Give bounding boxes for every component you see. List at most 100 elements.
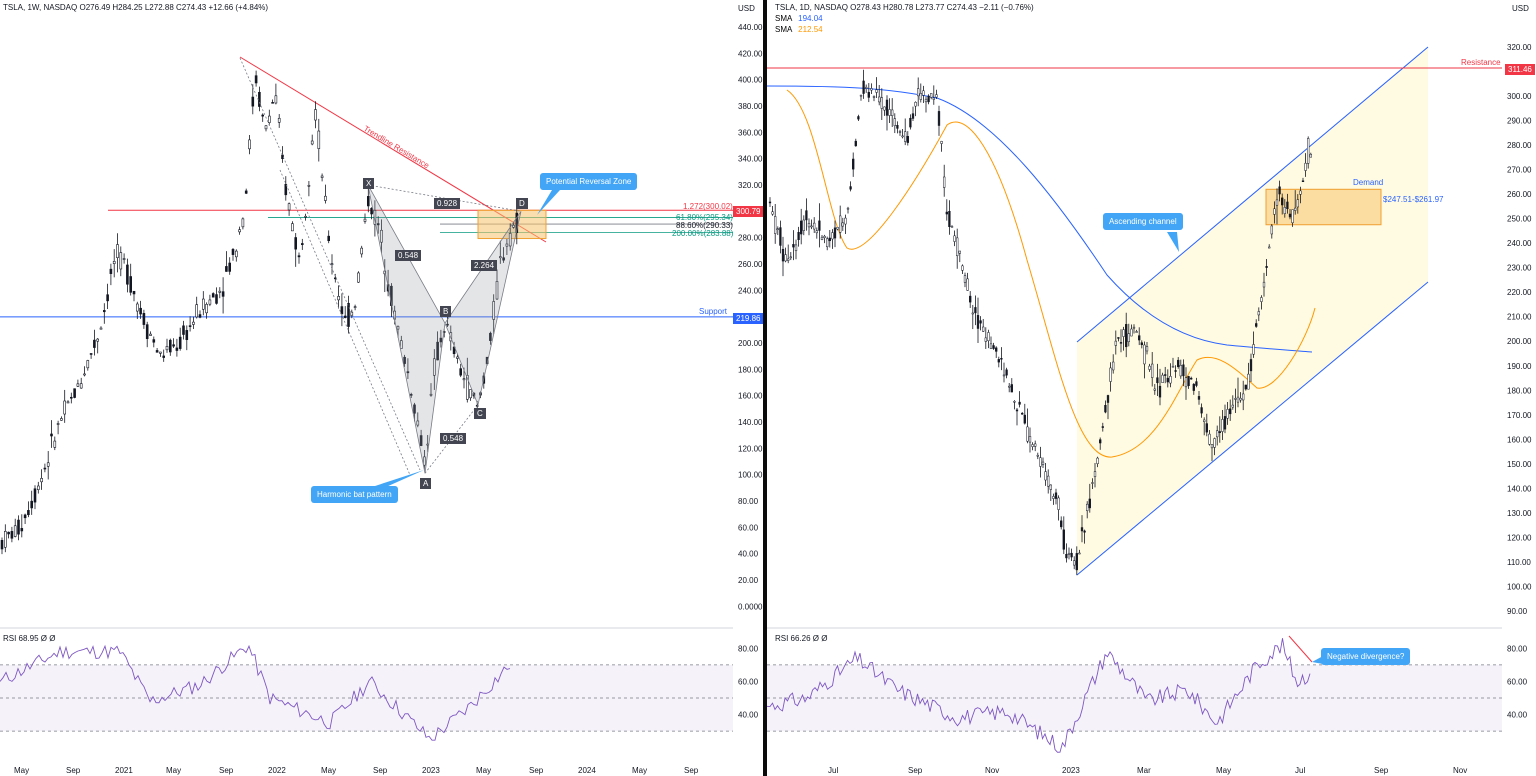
daily-candle-body bbox=[1062, 529, 1065, 550]
daily-candle-body bbox=[997, 359, 1000, 363]
daily-candle-body bbox=[1257, 311, 1260, 316]
daily-candle-body bbox=[901, 135, 904, 138]
daily-candle-body bbox=[1184, 377, 1188, 388]
weekly-x-tick: 2022 bbox=[268, 766, 286, 775]
daily-candle-body bbox=[1140, 342, 1143, 345]
weekly-y-tick: 180.00 bbox=[738, 365, 763, 374]
weekly-candle-body bbox=[277, 117, 281, 123]
weekly-candle-body bbox=[327, 235, 331, 242]
weekly-candle-body bbox=[175, 347, 179, 351]
daily-candle-body bbox=[1226, 409, 1229, 419]
weekly-candle-body bbox=[165, 346, 169, 351]
harmonic-prior-leg-dotted bbox=[239, 57, 421, 471]
daily-candle-body bbox=[880, 97, 883, 109]
daily-candle-body bbox=[940, 141, 943, 144]
daily-x-tick: Jul bbox=[828, 766, 838, 775]
weekly-candle-body bbox=[211, 293, 215, 298]
daily-candle-body bbox=[1158, 385, 1162, 398]
channel-lower-line bbox=[1076, 281, 1429, 576]
weekly-x-tick: Sep bbox=[66, 766, 81, 775]
daily-candle-body bbox=[904, 131, 907, 142]
weekly-y-tick: 360.00 bbox=[738, 128, 763, 137]
daily-candle-body bbox=[794, 244, 798, 252]
daily-candle-body bbox=[1247, 373, 1250, 390]
daily-candle-body bbox=[1010, 384, 1013, 393]
daily-candle-body bbox=[1013, 401, 1016, 403]
daily-candle-body bbox=[1028, 436, 1032, 443]
panel-divider[interactable] bbox=[763, 0, 767, 776]
weekly-x-tick: 2024 bbox=[578, 766, 596, 775]
pattern-point-b: B bbox=[440, 306, 452, 317]
daily-chart-panel[interactable]: 320.00310.00300.00290.00280.00270.00260.… bbox=[767, 0, 1536, 776]
daily-candle-body bbox=[906, 136, 909, 143]
weekly-candle-body bbox=[271, 102, 274, 104]
daily-y-tick: 250.00 bbox=[1507, 215, 1532, 224]
weekly-candle-body bbox=[136, 303, 139, 312]
daily-currency-label: USD bbox=[1512, 4, 1529, 13]
daily-candle-body bbox=[896, 125, 899, 129]
weekly-chart-canvas[interactable]: 440.00 420.00 400.00 380.00 360.00 340.00 320.… bbox=[0, 0, 763, 776]
weekly-y-tick: 80.00 bbox=[738, 497, 759, 506]
daily-candle-body bbox=[1208, 433, 1211, 445]
weekly-candle-body bbox=[456, 356, 459, 359]
daily-candle-body bbox=[1127, 333, 1130, 343]
daily-candle-body bbox=[971, 312, 974, 315]
daily-y-tick: 120.00 bbox=[1507, 533, 1532, 542]
daily-candle-body bbox=[870, 88, 873, 91]
weekly-candle-body bbox=[142, 313, 146, 325]
daily-chart-canvas[interactable]: 320.00310.00300.00290.00280.00270.00260.… bbox=[767, 0, 1536, 776]
weekly-candle-body bbox=[406, 371, 410, 374]
daily-candle-body bbox=[1036, 454, 1039, 457]
daily-x-tick: Sep bbox=[908, 766, 923, 775]
weekly-candle-body bbox=[294, 237, 298, 250]
daily-candle-body bbox=[1132, 326, 1136, 329]
daily-candle-body bbox=[1075, 553, 1078, 571]
daily-rsi-tick: 60.00 bbox=[1507, 677, 1528, 686]
weekly-candle-body bbox=[182, 325, 185, 335]
weekly-candle-body bbox=[399, 340, 403, 349]
weekly-candle-body bbox=[13, 525, 17, 537]
daily-candle-body bbox=[995, 347, 998, 352]
daily-candle-body bbox=[878, 96, 881, 103]
weekly-candle-body bbox=[264, 125, 268, 130]
pattern-point-d: D bbox=[516, 198, 528, 209]
weekly-candle-body bbox=[152, 339, 156, 343]
weekly-rsi-tick: 60.00 bbox=[738, 677, 759, 686]
weekly-y-tick: 140.00 bbox=[738, 418, 763, 427]
daily-y-tick: 300.00 bbox=[1507, 92, 1532, 101]
daily-candle-body bbox=[1190, 377, 1193, 380]
weekly-candle-body bbox=[86, 360, 90, 369]
daily-candle-body bbox=[1294, 207, 1297, 211]
daily-candle-body bbox=[1195, 381, 1198, 386]
weekly-candle-body bbox=[340, 306, 344, 315]
weekly-candle-body bbox=[281, 154, 284, 159]
daily-candle-body bbox=[865, 86, 868, 89]
weekly-candle-body bbox=[40, 478, 43, 483]
daily-x-tick: May bbox=[1216, 766, 1231, 775]
weekly-candle-body bbox=[63, 400, 67, 415]
daily-candle-body bbox=[989, 343, 993, 349]
weekly-x-tick: Sep bbox=[373, 766, 388, 775]
weekly-x-tick: Sep bbox=[219, 766, 234, 775]
daily-candle-body bbox=[1052, 496, 1055, 499]
weekly-candle-body bbox=[145, 324, 149, 340]
harmonic-xab-triangle bbox=[367, 184, 446, 474]
daily-candle-body bbox=[979, 320, 982, 324]
daily-candle-body bbox=[1161, 374, 1164, 383]
weekly-candle-body bbox=[310, 140, 314, 145]
weekly-chart-panel[interactable]: 440.00 420.00 400.00 380.00 360.00 340.00 320.… bbox=[0, 0, 763, 776]
daily-resistance-price-tag: 311.46 bbox=[1505, 64, 1535, 75]
weekly-candle-body bbox=[413, 404, 416, 414]
weekly-candle-body bbox=[172, 344, 175, 347]
daily-candle-body bbox=[1236, 396, 1240, 403]
daily-candle-body bbox=[774, 216, 777, 234]
weekly-x-tick: May bbox=[14, 766, 29, 775]
weekly-candle-body bbox=[178, 336, 182, 349]
weekly-candle-body bbox=[208, 299, 212, 305]
weekly-candle-body bbox=[505, 243, 509, 247]
daily-candle-body bbox=[1234, 398, 1237, 400]
weekly-rsi-header: RSI 68.95 Ø Ø bbox=[3, 634, 56, 643]
daily-candle-body bbox=[992, 345, 995, 349]
weekly-candle-body bbox=[129, 276, 132, 293]
weekly-candle-body bbox=[46, 462, 50, 467]
